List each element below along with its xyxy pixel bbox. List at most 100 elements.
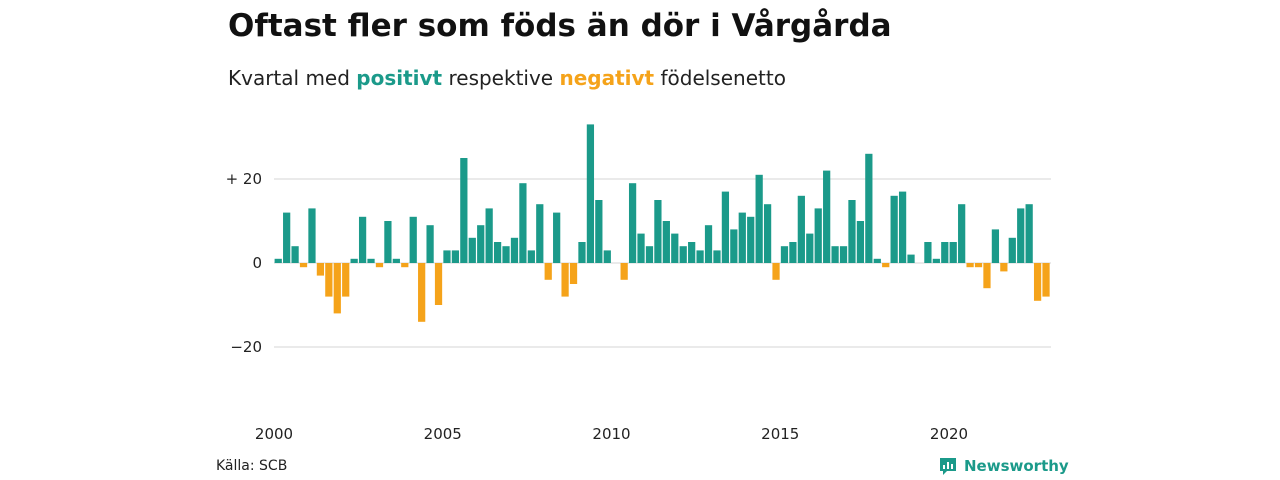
bar: [890, 195, 898, 263]
bar: [578, 242, 586, 263]
bar: [696, 250, 704, 263]
bar: [510, 237, 519, 263]
bar: [367, 258, 375, 263]
bar: [1042, 263, 1050, 297]
bar: [823, 170, 831, 263]
bar: [780, 246, 789, 263]
bar: [426, 225, 434, 263]
bar: [291, 246, 299, 263]
bar: [949, 242, 957, 263]
bar: [814, 208, 822, 263]
chart-title: Oftast fler som föds än dör i Vårgårda: [228, 8, 892, 44]
bar: [772, 263, 780, 280]
source-note: Källa: SCB: [216, 458, 288, 474]
bar: [873, 258, 881, 263]
bar: [1008, 237, 1016, 263]
bar: [434, 263, 443, 305]
chart-subtitle: Kvartal med positivt respektive negativt…: [228, 66, 786, 90]
bar: [519, 183, 527, 263]
bar: [283, 212, 291, 263]
bar: [536, 204, 544, 263]
bar: [654, 200, 662, 263]
bar: [704, 225, 713, 263]
bar: [983, 263, 991, 289]
bar: [460, 158, 468, 263]
bar: [688, 242, 696, 263]
x-axis-ticks: 2000 2005 2010 2015 2020: [255, 425, 968, 443]
bar: [856, 221, 865, 263]
bar: [299, 263, 308, 268]
bar: [637, 233, 645, 263]
bar: [662, 221, 670, 263]
bar: [418, 263, 426, 322]
bar: [797, 195, 805, 263]
bar: [333, 263, 341, 314]
bar: [721, 191, 730, 263]
bar: [342, 263, 350, 297]
bar: [806, 233, 814, 263]
bar: [561, 263, 569, 297]
bar: [358, 216, 367, 263]
bar: [384, 221, 392, 263]
bar: [865, 153, 873, 263]
bar: [738, 212, 746, 263]
bar: [671, 233, 679, 263]
subtitle-negative: negativt: [559, 66, 655, 90]
bar: [409, 216, 417, 263]
bar: [730, 229, 738, 263]
bar: [1025, 204, 1033, 263]
bar: [553, 212, 561, 263]
bar: [544, 263, 552, 280]
bar: [763, 204, 772, 263]
newsworthy-logo: Newsworthy: [938, 456, 1069, 476]
bar: [485, 208, 493, 263]
x-tick-label: 2005: [424, 425, 462, 443]
x-tick-label: 2020: [930, 425, 968, 443]
y-tick-label: −20: [230, 338, 262, 356]
bar: [603, 250, 611, 263]
bar: [713, 250, 721, 263]
bar: [932, 258, 940, 263]
bar: [907, 254, 915, 263]
bar: [991, 229, 1000, 263]
bar: [958, 204, 966, 263]
bar: [595, 200, 603, 263]
bar: [974, 263, 983, 268]
bar: [392, 258, 400, 263]
brand-name: Newsworthy: [964, 457, 1069, 475]
bar: [586, 124, 595, 264]
x-tick-label: 2010: [592, 425, 630, 443]
bar: [645, 246, 654, 263]
bar: [316, 263, 325, 276]
bar: [966, 263, 974, 268]
bar: [941, 242, 949, 263]
bar: [451, 250, 460, 263]
bar: [493, 242, 502, 263]
bar: [848, 200, 856, 263]
bar: [620, 263, 628, 280]
bar: [898, 191, 907, 263]
y-axis-ticks: + 20 0 −20: [226, 170, 262, 356]
bar: [274, 258, 282, 263]
bar: [1000, 263, 1008, 272]
y-tick-label: 0: [252, 254, 262, 272]
bar: [924, 242, 932, 263]
bar: [628, 183, 637, 263]
bar: [527, 250, 535, 263]
bar: [747, 216, 755, 263]
bar: [569, 263, 578, 284]
bar: [468, 237, 476, 263]
bar: [882, 263, 890, 268]
x-tick-label: 2015: [761, 425, 799, 443]
bar: [1033, 263, 1042, 301]
bar: [477, 225, 485, 263]
bar: [502, 246, 510, 263]
y-tick-label: + 20: [226, 170, 262, 188]
bar: [831, 246, 839, 263]
bar: [789, 242, 797, 263]
x-tick-label: 2000: [255, 425, 293, 443]
bar: [375, 263, 384, 268]
chart-bubble-icon: [940, 458, 956, 475]
bar: [350, 258, 358, 263]
